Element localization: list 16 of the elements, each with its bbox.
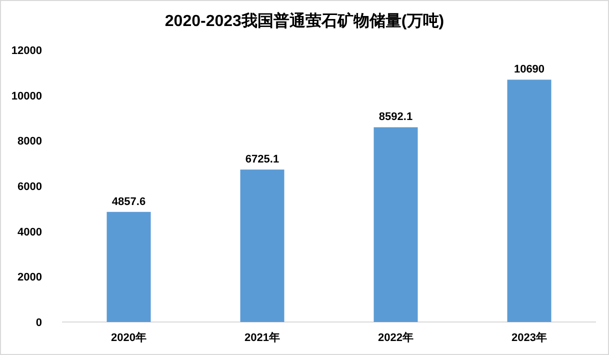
- data-label: 4857.6: [112, 196, 146, 208]
- title: 2020-2023我国普通萤石矿物储量(万吨): [164, 13, 444, 30]
- y-tick-label: 8000: [18, 136, 42, 148]
- y-tick-label: 12000: [11, 45, 42, 57]
- x-tick-label: 2021年: [244, 331, 280, 344]
- y-tick-label: 4000: [18, 226, 42, 238]
- x-tick-label: 2022年: [378, 331, 414, 344]
- data-label: 6725.1: [245, 154, 280, 166]
- x-tick-label: 2020年: [111, 331, 146, 344]
- y-tick-label: 2000: [18, 272, 42, 284]
- y-tick-label: 10000: [11, 90, 42, 102]
- y-tick-label: 0: [36, 317, 42, 329]
- data-label: 10690: [514, 64, 545, 76]
- data-label: 8592.1: [378, 111, 413, 124]
- x-tick-label: 2023年: [512, 331, 547, 344]
- y-tick-label: 6000: [18, 181, 42, 193]
